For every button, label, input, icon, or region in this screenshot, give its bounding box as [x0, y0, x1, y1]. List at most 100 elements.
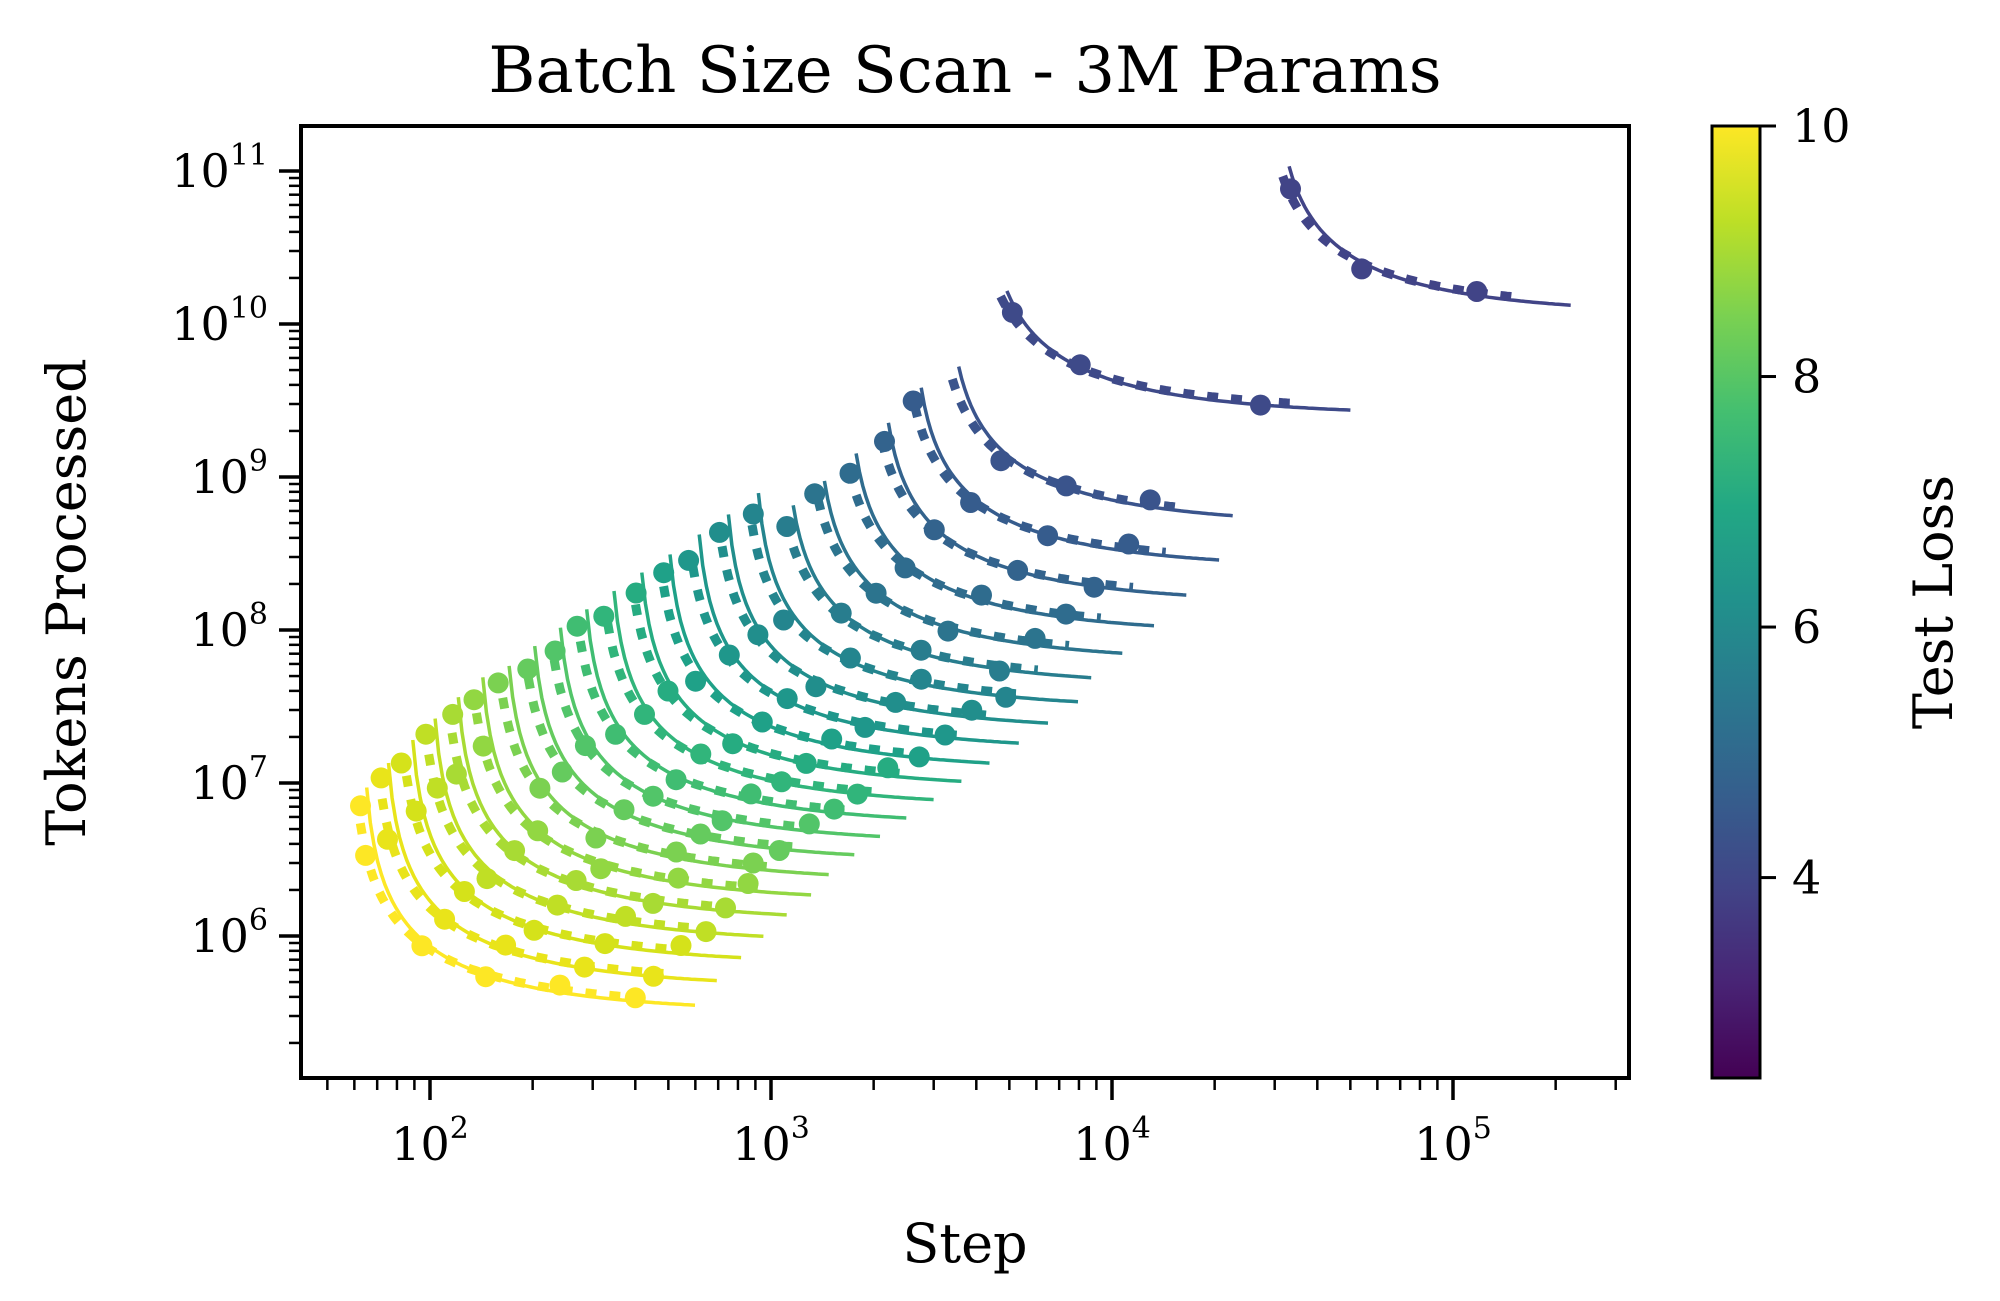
run-marker	[740, 783, 762, 805]
run-marker	[1001, 301, 1023, 323]
run-marker	[411, 935, 433, 957]
empirical-dotted-curve	[447, 732, 734, 913]
run-marker	[751, 711, 773, 733]
series-group	[544, 627, 881, 839]
run-marker	[830, 602, 852, 624]
run-marker	[642, 785, 664, 807]
x-tick-label: 102	[391, 1111, 469, 1171]
run-marker	[1118, 533, 1140, 555]
run-marker	[574, 735, 596, 757]
series-group	[678, 534, 1019, 746]
y-tick-label: 106	[190, 903, 268, 963]
run-marker	[718, 644, 740, 666]
run-marker	[1037, 525, 1059, 547]
series-group	[902, 387, 1220, 562]
run-marker	[902, 390, 924, 412]
run-marker	[1351, 258, 1373, 280]
series-group	[517, 645, 855, 861]
run-marker	[846, 783, 868, 805]
run-marker	[771, 771, 793, 793]
series-group	[390, 739, 742, 960]
x-tick-label: 104	[1073, 1111, 1151, 1171]
series-group	[487, 665, 829, 877]
run-marker	[1055, 475, 1077, 497]
run-marker	[1007, 559, 1029, 581]
run-marker	[722, 733, 744, 755]
fit-curve	[1005, 290, 1351, 412]
run-marker	[653, 562, 675, 584]
series-group	[996, 290, 1351, 416]
run-marker	[923, 519, 945, 541]
run-marker	[546, 894, 568, 916]
run-marker	[1280, 178, 1301, 200]
plot-area	[301, 126, 1629, 1078]
empirical-dotted-curve	[498, 696, 776, 872]
run-marker	[426, 777, 448, 799]
axes-spine	[299, 124, 1631, 1080]
x-axis-ticks: 102 103 104 105	[326, 1078, 1617, 1171]
run-marker	[667, 867, 689, 889]
run-marker	[405, 800, 427, 822]
run-marker	[1466, 281, 1488, 302]
run-marker	[1083, 576, 1105, 598]
run-marker	[690, 823, 711, 845]
run-marker	[390, 752, 412, 774]
run-marker	[937, 620, 959, 642]
run-marker	[566, 615, 588, 637]
run-marker	[665, 769, 687, 791]
colorbar-gradient	[1712, 126, 1760, 1078]
run-marker	[670, 935, 692, 956]
run-marker	[685, 670, 707, 692]
colorbar-ticks: 10 8 6 4	[1760, 99, 1851, 905]
colorbar-border	[1710, 124, 1762, 1080]
run-marker	[804, 483, 826, 505]
run-marker	[798, 813, 820, 835]
series-curves-layer	[350, 165, 1571, 1009]
run-marker	[585, 827, 607, 849]
run-marker	[551, 761, 573, 783]
run-marker	[415, 723, 437, 745]
empirical-dotted-curve	[377, 797, 664, 978]
colorbar-tick-label: 10	[1792, 99, 1851, 153]
colorbar-tick-label: 6	[1792, 600, 1821, 654]
run-marker	[504, 840, 526, 862]
empirical-dotted-curve	[631, 603, 909, 779]
empirical-dotted-curve	[549, 658, 828, 834]
series-group	[742, 492, 1079, 708]
series-group	[839, 453, 1155, 628]
run-marker	[495, 934, 517, 956]
run-marker	[472, 735, 494, 757]
series-group	[350, 787, 696, 1009]
run-marker	[989, 660, 1010, 682]
series-group	[804, 480, 1123, 655]
run-marker	[476, 868, 498, 890]
y-tick-label: 109	[190, 444, 268, 504]
run-marker	[1024, 627, 1046, 649]
run-marker	[1069, 354, 1091, 376]
empirical-dotted-curve	[603, 622, 881, 797]
run-marker	[1250, 394, 1271, 416]
run-marker	[971, 584, 992, 606]
x-tick-label: 103	[732, 1111, 810, 1171]
series-group	[709, 514, 1049, 725]
run-marker	[894, 557, 916, 579]
empirical-dotted-curve	[401, 774, 688, 955]
series-group	[1278, 165, 1571, 307]
run-marker	[350, 795, 371, 817]
run-marker	[434, 908, 456, 930]
run-marker	[523, 919, 545, 941]
run-marker	[805, 676, 827, 698]
run-marker	[747, 624, 769, 646]
series-group	[463, 677, 812, 897]
run-marker	[823, 798, 845, 820]
run-marker	[517, 658, 539, 680]
series-group	[415, 718, 764, 943]
run-marker	[742, 503, 764, 525]
run-marker	[643, 965, 664, 987]
y-tick-label: 107	[190, 750, 268, 810]
empirical-dotted-curve	[717, 545, 996, 721]
run-marker	[768, 840, 790, 861]
y-tick-label: 1010	[171, 291, 268, 351]
run-marker	[695, 921, 717, 943]
